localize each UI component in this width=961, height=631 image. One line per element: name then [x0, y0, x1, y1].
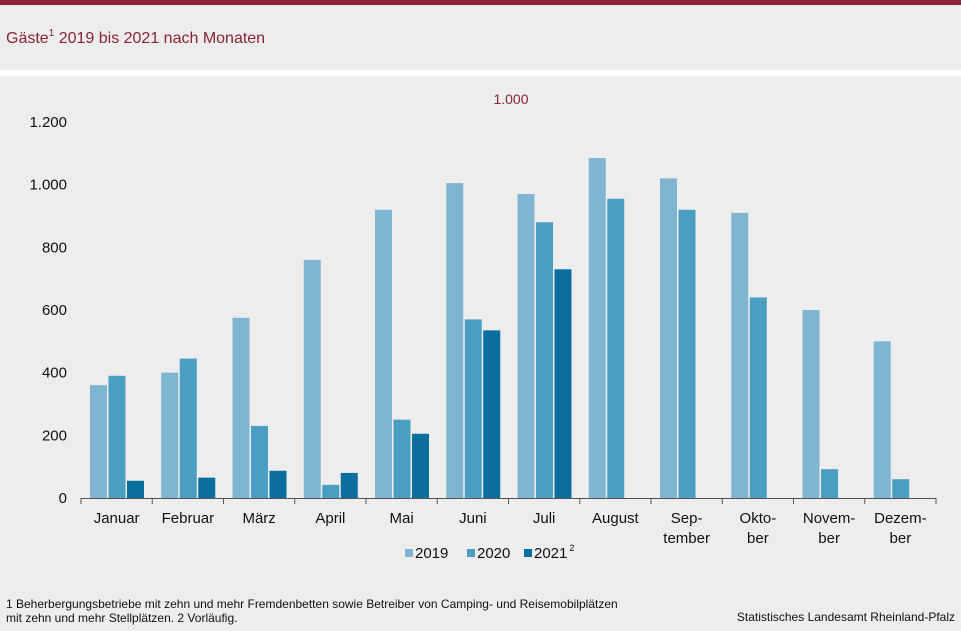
legend-label-2021: 2021 2 [534, 543, 574, 562]
x-category-label: Novem-ber [803, 510, 856, 547]
y-tick-label: 600 [42, 302, 67, 319]
x-category-label: Januar [94, 510, 140, 527]
bar-2020-9 [749, 297, 767, 498]
x-category-label: Sep-tember [663, 510, 710, 547]
legend-swatch-2020 [467, 549, 475, 557]
bar-2019-5 [446, 183, 464, 498]
x-category-label: August [592, 510, 640, 527]
bar-2021-4 [412, 433, 429, 498]
bar-2021-2 [269, 470, 287, 498]
bar-chart: 1.000 0 200 400 600 800 1.000 1.200 Januar Februa… [29, 91, 937, 562]
y-tick-label: 1.000 [29, 177, 67, 194]
legend-label-2019: 2019 [415, 545, 448, 562]
bar-2020-4 [393, 419, 411, 498]
bar-2020-7 [607, 198, 625, 498]
bar-2020-1 [179, 358, 197, 498]
header-divider [0, 70, 961, 76]
bar-2019-10 [802, 310, 820, 498]
legend-swatch-2021 [524, 549, 532, 557]
x-category-label: Juli [533, 510, 556, 527]
legend-label-2020: 2020 [477, 545, 510, 562]
bar-2020-5 [464, 319, 482, 498]
bar-2021-0 [127, 480, 144, 498]
bar-2020-3 [322, 484, 340, 498]
x-category-label: Juni [459, 510, 487, 527]
bar-2021-1 [198, 477, 216, 498]
x-category-label: Februar [162, 510, 215, 527]
y-tick-label: 200 [42, 427, 67, 444]
y-tick-label: 0 [59, 490, 67, 507]
y-tick-label: 400 [42, 365, 67, 382]
bar-2019-11 [873, 341, 891, 498]
bar-2019-1 [161, 372, 179, 498]
bar-2019-8 [660, 178, 677, 498]
bar-2020-10 [821, 469, 838, 498]
x-category-label: Dezem-ber [874, 510, 927, 547]
legend-swatch-2019 [405, 549, 413, 557]
x-category-label: Okto-ber [740, 510, 777, 547]
bar-2020-8 [678, 209, 696, 498]
bar-2019-2 [232, 317, 250, 498]
bar-2020-11 [892, 479, 910, 498]
footnote: 1 Beherbergungsbetriebe mit zehn und meh… [6, 597, 618, 625]
x-category-label: März [242, 510, 275, 527]
bar-2019-6 [517, 194, 535, 499]
x-category-label: Mai [390, 510, 414, 527]
y-tick-label: 1.200 [29, 114, 67, 131]
top-accent-bar [0, 0, 961, 5]
chart-annotation: 1.000 [493, 91, 528, 107]
bar-2021-5 [483, 330, 501, 498]
bar-2020-0 [108, 375, 126, 498]
source-label: Statistisches Landesamt Rheinland-Pfalz [736, 610, 955, 624]
bar-2019-0 [90, 385, 107, 498]
bar-2019-4 [375, 209, 392, 498]
bar-2019-3 [303, 259, 321, 498]
bar-2020-2 [251, 425, 268, 498]
bar-2019-9 [731, 212, 749, 498]
bar-2019-7 [588, 158, 606, 498]
bar-2020-6 [536, 222, 553, 498]
bar-2021-3 [340, 472, 358, 498]
chart-title: Gäste1 2019 bis 2021 nach Monaten [6, 28, 266, 47]
bar-2021-6 [554, 269, 572, 498]
y-tick-label: 800 [42, 239, 67, 256]
x-category-label: April [315, 510, 345, 527]
